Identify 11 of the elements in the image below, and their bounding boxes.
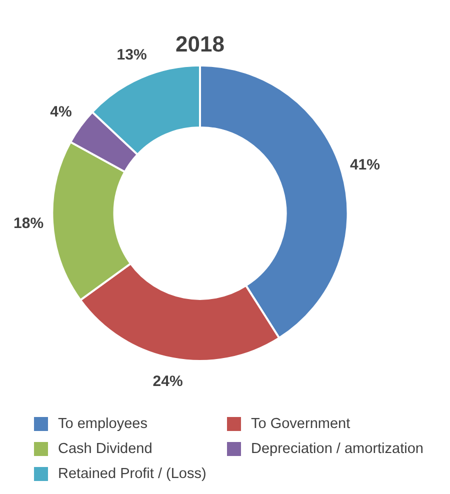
data-label: 18%	[14, 215, 44, 232]
data-label: 41%	[350, 156, 380, 174]
chart-title: 2018	[176, 31, 224, 56]
legend-label: Cash Dividend	[58, 441, 152, 457]
data-label: 13%	[116, 46, 147, 64]
legend-label: Depreciation / amortization	[251, 441, 424, 457]
legend-label: To Government	[251, 416, 350, 432]
legend-label: To employees	[58, 416, 148, 432]
data-label: 24%	[152, 373, 183, 390]
legend-label: Retained Profit / (Loss)	[58, 466, 206, 482]
data-label: 4%	[50, 103, 72, 120]
